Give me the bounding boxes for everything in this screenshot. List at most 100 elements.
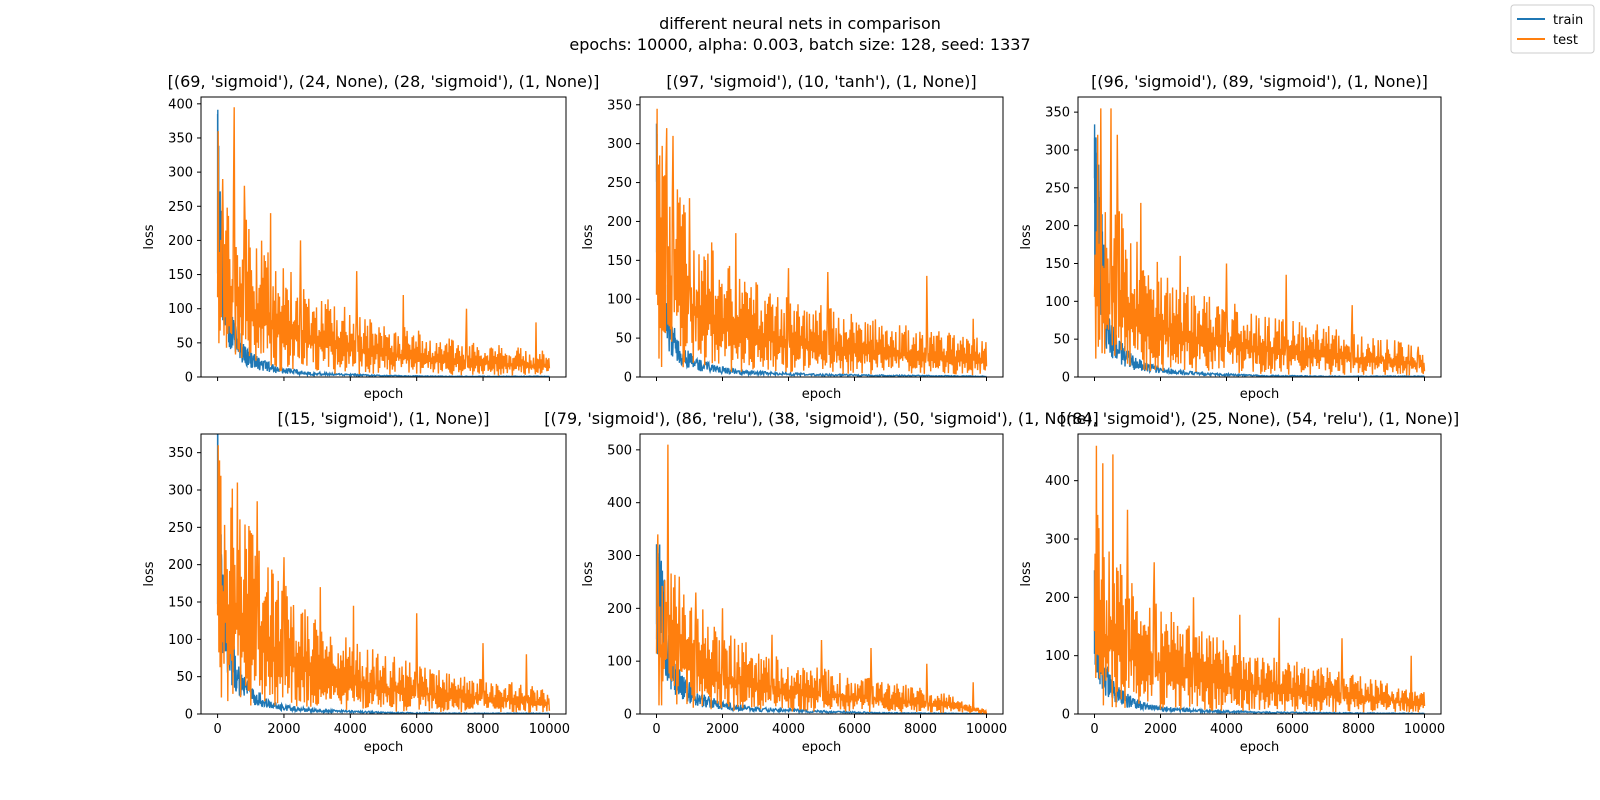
y-tick-label: 100 [1045, 295, 1070, 310]
series-train-line [655, 544, 987, 714]
series-test-line [1093, 108, 1426, 376]
subplot-title: [(84, 'sigmoid'), (25, None), (54, 'relu… [1060, 409, 1460, 428]
axes-frame [200, 96, 567, 378]
y-tick-label: 400 [1045, 474, 1070, 489]
legend-train-label: train [1553, 13, 1583, 28]
x-tick-label: 4000 [1210, 722, 1243, 737]
y-tick-label: 400 [168, 97, 193, 112]
figure-title-line1: different neural nets in comparison [659, 14, 941, 33]
y-axis-label: loss [581, 224, 596, 249]
y-tick-label: 300 [1045, 533, 1070, 548]
x-tick-label: 4000 [772, 722, 805, 737]
y-tick-label: 100 [607, 655, 632, 670]
series-train-line [655, 123, 987, 377]
series-train-line [216, 109, 550, 377]
x-tick-label: 2000 [267, 722, 300, 737]
x-tick-label: 10000 [1404, 722, 1445, 737]
y-axis-label: loss [142, 561, 157, 586]
subplot-1: 0 50 100 150 200 250 300 350 400 epoch loss [(69, '… [142, 72, 599, 402]
y-tick-label: 400 [607, 496, 632, 511]
y-axis-label: loss [1019, 561, 1034, 586]
x-tick-label: 8000 [466, 722, 499, 737]
y-axis-label: loss [581, 561, 596, 586]
subplot-title: [(69, 'sigmoid'), (24, None), (28, 'sigm… [168, 72, 600, 91]
y-axis-label: loss [142, 224, 157, 249]
y-tick-label: 200 [168, 558, 193, 573]
y-tick-label: 100 [168, 633, 193, 648]
y-tick-label: 250 [168, 521, 193, 536]
y-tick-label: 0 [185, 371, 193, 386]
series-train-line [1093, 570, 1425, 714]
x-tick-label: 2000 [1144, 722, 1177, 737]
y-tick-label: 300 [607, 137, 632, 152]
y-tick-label: 250 [607, 176, 632, 191]
y-tick-label: 350 [168, 131, 193, 146]
y-tick-label: 500 [607, 443, 632, 458]
x-axis-label: epoch [802, 740, 842, 755]
series-train-line [216, 434, 550, 714]
subplot-title: [(97, 'sigmoid'), (10, 'tanh'), (1, None… [666, 72, 976, 91]
figure-title-line2: epochs: 10000, alpha: 0.003, batch size:… [569, 35, 1030, 54]
y-tick-label: 0 [1062, 708, 1070, 723]
y-tick-label: 100 [1045, 649, 1070, 664]
y-tick-label: 0 [624, 371, 632, 386]
legend-test-label: test [1553, 33, 1578, 48]
x-tick-label: 6000 [1276, 722, 1309, 737]
series-test-line [655, 444, 988, 714]
y-tick-label: 50 [176, 336, 193, 351]
legend-frame [1510, 4, 1595, 54]
y-tick-label: 150 [1045, 257, 1070, 272]
axes-frame [1077, 433, 1442, 715]
x-tick-label: 4000 [334, 722, 367, 737]
subplot-2: 0 50 100 150 200 250 300 350 epoch loss [(97, 'sig… [581, 72, 1004, 402]
y-tick-label: 150 [168, 268, 193, 283]
subplot-3: 0 50 100 150 200 250 300 350 epoch loss [(96, 'sig… [1019, 72, 1442, 402]
y-tick-label: 300 [607, 549, 632, 564]
y-tick-label: 100 [168, 302, 193, 317]
y-tick-label: 50 [615, 332, 632, 347]
y-tick-label: 0 [624, 708, 632, 723]
x-axis-label: epoch [1240, 740, 1280, 755]
y-tick-label: 300 [168, 484, 193, 499]
x-tick-label: 0 [213, 722, 221, 737]
axes-frame [1077, 96, 1442, 378]
y-tick-label: 250 [1045, 181, 1070, 196]
x-axis-label: epoch [1240, 387, 1280, 402]
y-tick-label: 200 [168, 234, 193, 249]
y-tick-label: 350 [168, 446, 193, 461]
y-tick-label: 300 [168, 166, 193, 181]
y-tick-label: 250 [168, 200, 193, 215]
x-axis-label: epoch [364, 740, 404, 755]
y-tick-label: 200 [1045, 591, 1070, 606]
axes-frame [200, 433, 567, 715]
x-axis-label: epoch [802, 387, 842, 402]
y-tick-label: 50 [176, 670, 193, 685]
x-tick-label: 10000 [966, 722, 1007, 737]
y-tick-label: 350 [607, 98, 632, 113]
panels: 0 50 100 150 200 250 300 350 400 epoch loss [(69, '… [142, 72, 1459, 755]
y-tick-label: 150 [607, 254, 632, 269]
subplot-title: [(15, 'sigmoid'), (1, None)] [278, 409, 490, 428]
y-axis-label: loss [1019, 224, 1034, 249]
y-tick-label: 50 [1053, 333, 1070, 348]
legend: train test [1510, 4, 1595, 54]
y-tick-label: 300 [1045, 143, 1070, 158]
y-tick-label: 200 [1045, 219, 1070, 234]
x-tick-label: 0 [652, 722, 660, 737]
y-tick-label: 350 [1045, 106, 1070, 121]
y-tick-label: 200 [607, 215, 632, 230]
y-tick-label: 0 [185, 708, 193, 723]
series-test-line [216, 445, 551, 713]
subplot-title: [(79, 'sigmoid'), (86, 'relu'), (38, 'si… [544, 409, 1098, 428]
y-tick-label: 200 [607, 602, 632, 617]
x-tick-label: 8000 [1342, 722, 1375, 737]
subplot-title: [(96, 'sigmoid'), (89, 'sigmoid'), (1, N… [1091, 72, 1428, 91]
x-tick-label: 6000 [838, 722, 871, 737]
series-test-line [1093, 445, 1426, 713]
y-tick-label: 100 [607, 293, 632, 308]
x-tick-label: 2000 [706, 722, 739, 737]
subplot-4: 0 50 100 150 200 250 300 350 0 2000 4000 6000 8000 10… [142, 409, 570, 755]
